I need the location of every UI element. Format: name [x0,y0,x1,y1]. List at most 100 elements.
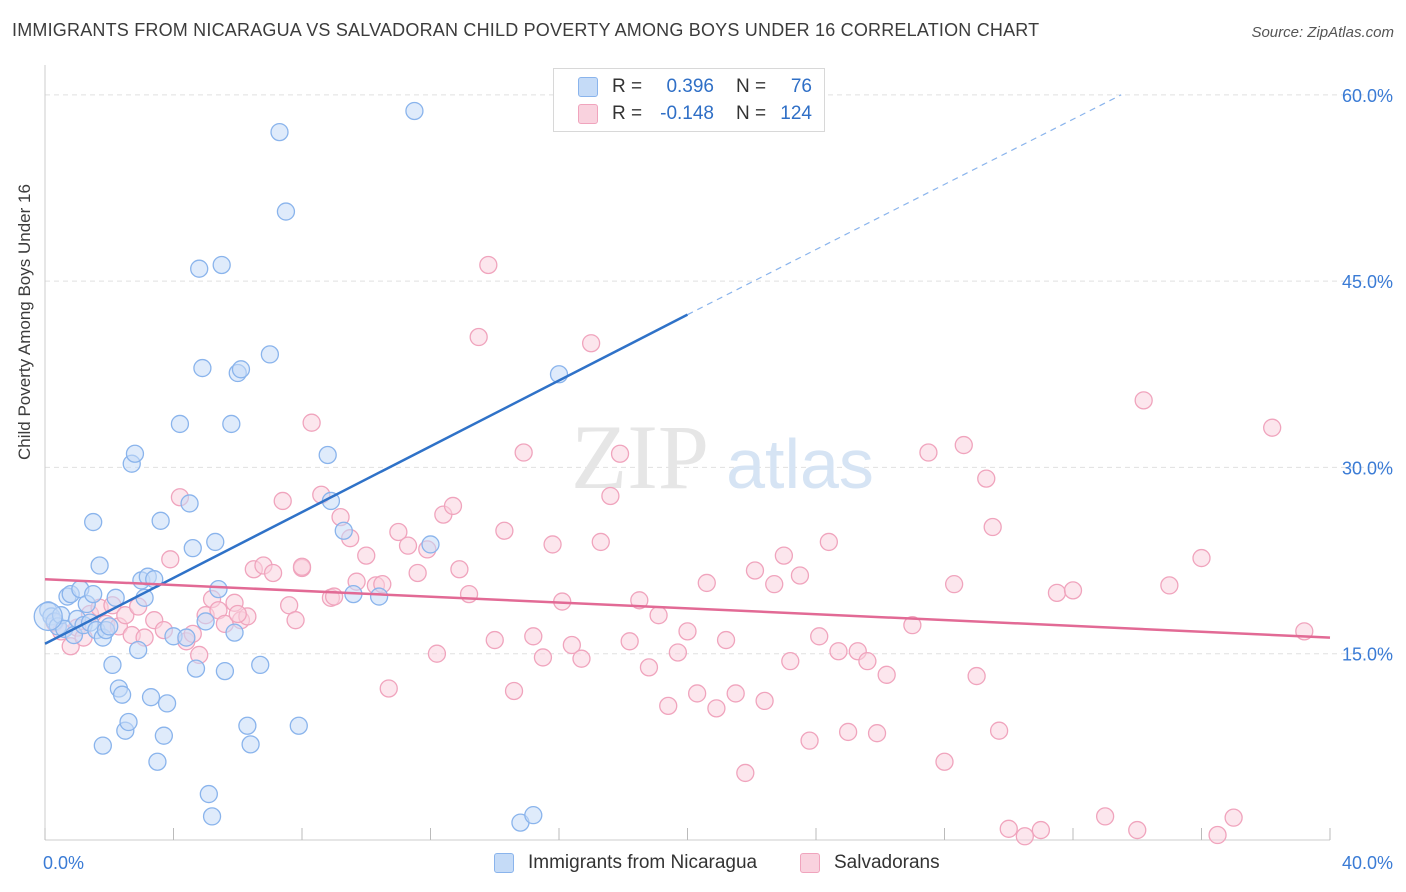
salvadoran-point [1031,820,1051,840]
salvadoran-point [581,334,601,353]
salvadoran-point [485,630,504,650]
salvadoran-point [263,563,283,583]
salvadoran-point [273,491,292,511]
salvadoran-point [591,532,610,552]
nicaragua-point [84,512,103,532]
legend-r-value: -0.148 [660,103,714,124]
watermark-atlas: atlas [726,425,874,503]
nicaragua-point [190,259,209,278]
grid [45,94,1395,655]
salvadoran-point [228,604,247,624]
series-legend-nicaragua: Immigrants from Nicaragua [494,852,757,874]
salvadoran-point [1208,825,1227,845]
y-tick-label: 30.0% [1342,458,1393,478]
salvadoran-point [999,819,1018,838]
salvadoran-point [161,550,180,569]
salvadoran-point [524,627,543,646]
nicaragua-point [206,532,225,552]
salvadoran-point [755,691,774,711]
series-name-nicaragua: Immigrants from Nicaragua [528,852,758,873]
legend-n-value: 76 [790,76,812,97]
salvadoran-point [302,413,321,432]
nicaragua-point [238,716,257,735]
nicaragua-point [151,511,170,530]
salvadoran-point [1015,827,1034,846]
series-legend-salvadorans: Salvadorans [800,852,940,874]
salvadoran-point [781,652,800,671]
salvadoran-point [1224,808,1243,827]
salvadoran-point [649,606,668,625]
salvadoran-point [858,652,877,671]
salvadoran-trend-line [44,577,1331,639]
salvadoran-point [659,696,678,716]
salvadoran-point [443,496,463,516]
nicaragua-points [33,101,569,832]
salvadoran-point [1063,581,1083,600]
legend-n-label: N = [736,103,767,124]
nicaragua-point [119,712,138,732]
salvadoran-point [116,606,135,625]
salvadoran-point [1134,391,1153,410]
salvadoran-point [829,642,848,661]
nicaragua-point [524,806,543,825]
nicaragua-point [202,807,222,826]
nicaragua-point [33,601,63,632]
salvadoran-point [620,632,639,651]
nicaragua-point [180,494,199,513]
salvadoran-point [324,587,344,606]
nicaragua-point [125,444,145,463]
salvadoran-point [774,546,794,565]
legend-n-value: 124 [780,103,812,124]
salvadoran-point [668,643,688,662]
salvadoran-point [408,563,427,583]
nicaragua-point [157,694,177,713]
y-axis-label: Child Poverty Among Boys Under 16 [15,184,34,460]
nicaragua-point [251,655,270,675]
nicaragua-point [177,628,196,647]
nicaragua-point [318,445,337,465]
salvadoran-point [543,535,562,554]
salvadoran-point [1047,583,1067,603]
salvadoran-point [450,560,469,579]
tick-labels: 15.0% 30.0% 45.0% 60.0% 0.0% 40.0% [43,86,1393,873]
nicaragua-point [196,612,215,631]
salvadoran-point [810,627,829,646]
salvadoran-point [286,611,305,630]
salvadoran-point [469,327,488,347]
salvadoran-point [919,443,938,462]
salvadoran-point [389,522,408,542]
salvadoran-point [1192,548,1211,568]
nicaragua-point [112,685,132,704]
salvadoran-point [983,517,1002,537]
salvadoran-point [867,724,887,743]
salvadoran-point [562,635,581,655]
salvadorans-points [45,255,1314,846]
nicaragua-point [270,122,289,142]
salvadoran-point [357,546,376,565]
nicaragua-point [90,556,109,575]
salvadoran-point [639,658,659,677]
nicaragua-point [186,659,206,678]
salvadoran-point [977,469,996,488]
nicaragua-point [199,784,218,804]
correlation-legend: R = 0.396 N = 76 R = -0.148 N = 124 [553,68,825,132]
nicaragua-point [241,735,260,754]
salvadoran-point [678,622,697,641]
series-swatch-nicaragua [494,853,514,873]
legend-row-salvadorans: R = -0.148 N = 124 [578,102,812,126]
salvadoran-point [765,575,784,594]
source-credit: Source: ZipAtlas.com [1251,24,1394,41]
salvadoran-point [572,649,591,668]
salvadoran-point [379,679,398,698]
salvadoran-point [1160,576,1179,595]
salvadoran-point [601,486,620,506]
salvadoran-point [398,536,418,555]
nicaragua-point [154,726,174,745]
series-legend: Immigrants from Nicaragua Salvadorans [0,852,1406,878]
legend-row-nicaragua: R = 0.396 N = 76 [578,75,812,99]
nicaragua-point [289,716,308,735]
salvadoran-point [944,575,964,594]
salvadoran-point [954,435,973,455]
salvadoran-point [736,763,755,783]
